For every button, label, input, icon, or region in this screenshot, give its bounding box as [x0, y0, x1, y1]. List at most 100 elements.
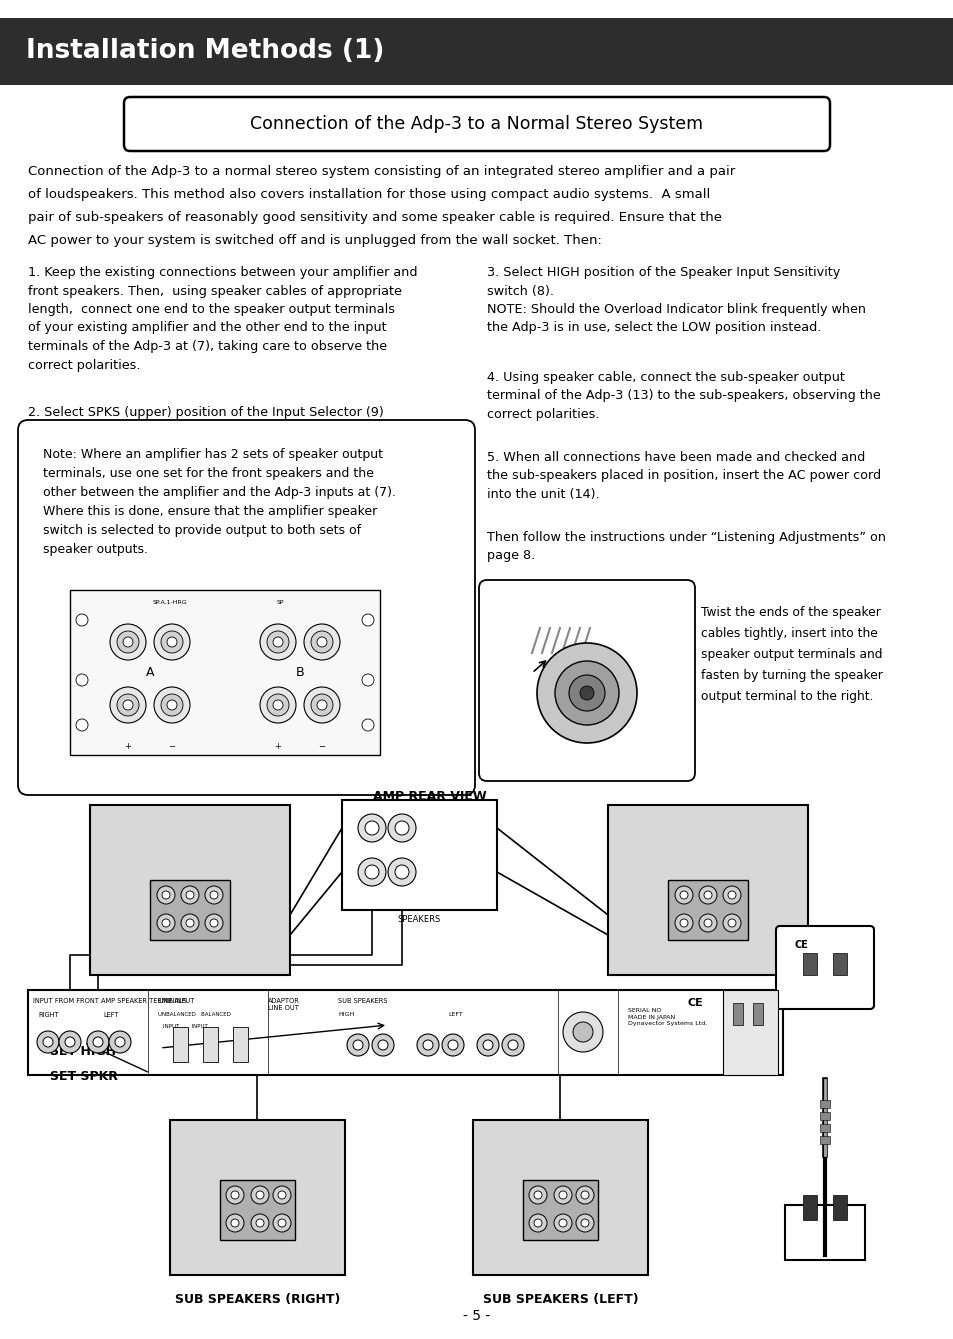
- Text: RIGHT: RIGHT: [38, 1012, 58, 1018]
- Circle shape: [727, 890, 735, 898]
- Circle shape: [573, 1022, 593, 1042]
- Bar: [28, 990, 782, 1075]
- Circle shape: [441, 1034, 463, 1056]
- Circle shape: [580, 1190, 588, 1198]
- Circle shape: [109, 1031, 131, 1052]
- Text: SET SPKR: SET SPKR: [50, 1070, 118, 1083]
- FancyBboxPatch shape: [722, 990, 778, 1075]
- Circle shape: [87, 1031, 109, 1052]
- Bar: [341, 799, 497, 911]
- Text: SPEAKERS: SPEAKERS: [397, 915, 440, 924]
- Bar: [233, 1027, 248, 1062]
- Text: SP.A.1-HRG: SP.A.1-HRG: [152, 600, 187, 605]
- Text: of loudspeakers. This method also covers installation for those using compact au: of loudspeakers. This method also covers…: [28, 187, 709, 201]
- Circle shape: [388, 814, 416, 842]
- Bar: [170, 1119, 345, 1275]
- Circle shape: [554, 1214, 572, 1232]
- Circle shape: [205, 915, 223, 932]
- Circle shape: [304, 624, 339, 660]
- Text: Connection of the Adp-3 to a Normal Stereo System: Connection of the Adp-3 to a Normal Ster…: [251, 115, 702, 133]
- FancyBboxPatch shape: [775, 927, 873, 1010]
- Circle shape: [365, 821, 378, 836]
- Circle shape: [76, 674, 88, 686]
- Circle shape: [65, 1036, 75, 1047]
- Bar: [820, 1123, 829, 1131]
- Circle shape: [482, 1040, 493, 1050]
- Circle shape: [316, 700, 327, 710]
- Circle shape: [311, 631, 333, 653]
- Circle shape: [273, 700, 283, 710]
- Text: ADAPTOR
LINE OUT: ADAPTOR LINE OUT: [268, 998, 299, 1011]
- Circle shape: [255, 1218, 264, 1227]
- Circle shape: [267, 694, 289, 716]
- Circle shape: [580, 1218, 588, 1227]
- Circle shape: [251, 1186, 269, 1204]
- Text: INPUT       INPUT: INPUT INPUT: [163, 1024, 208, 1028]
- Circle shape: [558, 1190, 566, 1198]
- Text: CE: CE: [794, 940, 808, 949]
- Circle shape: [117, 631, 139, 653]
- Circle shape: [395, 821, 409, 836]
- Bar: [820, 1135, 829, 1144]
- Circle shape: [205, 886, 223, 904]
- Text: Then follow the instructions under “Listening Adjustments” on
page 8.: Then follow the instructions under “List…: [486, 532, 885, 562]
- Circle shape: [357, 858, 386, 886]
- Circle shape: [115, 1036, 125, 1047]
- Text: 2. Select SPKS (upper) position of the Input Selector (9): 2. Select SPKS (upper) position of the I…: [28, 406, 383, 419]
- Text: pair of sub-speakers of reasonably good sensitivity and some speaker cable is re: pair of sub-speakers of reasonably good …: [28, 212, 721, 224]
- Circle shape: [153, 687, 190, 723]
- Circle shape: [416, 1034, 438, 1056]
- Circle shape: [92, 1036, 103, 1047]
- Circle shape: [388, 858, 416, 886]
- Text: 1. Keep the existing connections between your amplifier and
front speakers. Then: 1. Keep the existing connections between…: [28, 266, 417, 371]
- Circle shape: [273, 1186, 291, 1204]
- Circle shape: [181, 915, 199, 932]
- Circle shape: [251, 1214, 269, 1232]
- Circle shape: [534, 1218, 541, 1227]
- Text: LEFT: LEFT: [448, 1012, 462, 1018]
- Circle shape: [558, 1218, 566, 1227]
- Circle shape: [679, 919, 687, 927]
- Text: HIGH: HIGH: [337, 1012, 354, 1018]
- Circle shape: [304, 687, 339, 723]
- Text: SUB SPEAKERS (RIGHT): SUB SPEAKERS (RIGHT): [174, 1293, 340, 1306]
- Circle shape: [110, 687, 146, 723]
- Text: - 5 -: - 5 -: [463, 1310, 490, 1323]
- Circle shape: [167, 700, 177, 710]
- Circle shape: [357, 814, 386, 842]
- Circle shape: [679, 890, 687, 898]
- Text: SET HIGH: SET HIGH: [50, 1044, 116, 1058]
- Bar: [802, 1194, 816, 1220]
- Circle shape: [37, 1031, 59, 1052]
- Circle shape: [703, 890, 711, 898]
- Bar: [220, 1180, 294, 1240]
- Circle shape: [377, 1040, 388, 1050]
- Circle shape: [361, 615, 374, 627]
- Circle shape: [123, 700, 132, 710]
- Circle shape: [316, 637, 327, 647]
- Text: Connection of the Adp-3 to a normal stereo system consisting of an integrated st: Connection of the Adp-3 to a normal ster…: [28, 165, 735, 178]
- Circle shape: [727, 919, 735, 927]
- Circle shape: [161, 631, 183, 653]
- Circle shape: [167, 637, 177, 647]
- Circle shape: [699, 915, 717, 932]
- Bar: [752, 1003, 762, 1024]
- Circle shape: [554, 1186, 572, 1204]
- Circle shape: [576, 1186, 594, 1204]
- Circle shape: [231, 1190, 239, 1198]
- Circle shape: [226, 1214, 244, 1232]
- Bar: [150, 880, 230, 940]
- Text: Note: Where an amplifier has 2 sets of speaker output
terminals, use one set for: Note: Where an amplifier has 2 sets of s…: [43, 449, 395, 556]
- Circle shape: [675, 915, 692, 932]
- Bar: [832, 1194, 846, 1220]
- Text: CE: CE: [687, 998, 703, 1008]
- Circle shape: [448, 1040, 457, 1050]
- Circle shape: [699, 886, 717, 904]
- Text: 4. Using speaker cable, connect the sub-speaker output
terminal of the Adp-3 (13: 4. Using speaker cable, connect the sub-…: [486, 371, 880, 420]
- Bar: [70, 590, 379, 755]
- Circle shape: [231, 1218, 239, 1227]
- Circle shape: [161, 694, 183, 716]
- Bar: [607, 805, 807, 975]
- Circle shape: [162, 919, 170, 927]
- Text: FRONT SPEAKERS (RIGHT): FRONT SPEAKERS (RIGHT): [97, 994, 282, 1006]
